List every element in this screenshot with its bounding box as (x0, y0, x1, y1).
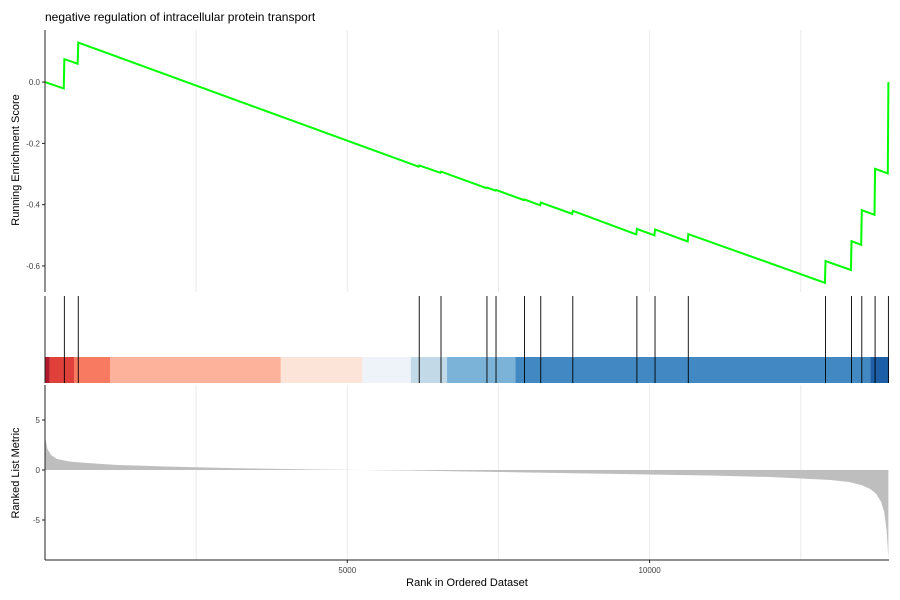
y-tick-label: -0.6 (26, 262, 40, 271)
color-bar-segment (410, 357, 448, 383)
color-bar-segment (45, 357, 50, 383)
ranked-metric-fill (45, 437, 889, 558)
color-bar-segment (280, 357, 363, 383)
axes (42, 30, 889, 563)
y-tick-label: -0.4 (26, 201, 40, 210)
gene-hit-lines (63, 296, 889, 383)
ranked-metric-area (45, 437, 889, 558)
y-axis-label-enrichment: Running Enrichment Score (10, 94, 22, 225)
color-bar-segment (870, 357, 889, 383)
y-tick-label: 0.0 (29, 78, 41, 87)
y-tick-label: -5 (33, 516, 41, 525)
y-axis-label-metric: Ranked List Metric (10, 427, 22, 519)
grid-lines (195, 30, 802, 560)
chart-title: negative regulation of intracellular pro… (45, 10, 316, 24)
color-bar-segment (74, 357, 111, 383)
color-bar-segment (447, 357, 516, 383)
x-tick-label: 5000 (338, 566, 356, 575)
color-bar-segment (49, 357, 75, 383)
x-tick-label: 10000 (638, 566, 661, 575)
color-bar-segment (515, 357, 871, 383)
y-tick-label: 5 (36, 416, 41, 425)
y-tick-label: 0 (36, 466, 41, 475)
tick-labels: 0.0 -0.2 -0.4 -0.6 5 0 -5 5000 10000 (26, 78, 661, 575)
y-tick-label: -0.2 (26, 139, 40, 148)
x-axis-label: Rank in Ordered Dataset (406, 577, 528, 589)
enrichment-score-line (44, 41, 890, 285)
rank-color-bar (45, 357, 889, 383)
enrichment-curve (44, 41, 890, 285)
color-bar-segment (110, 357, 281, 383)
color-bar-segment (362, 357, 411, 383)
